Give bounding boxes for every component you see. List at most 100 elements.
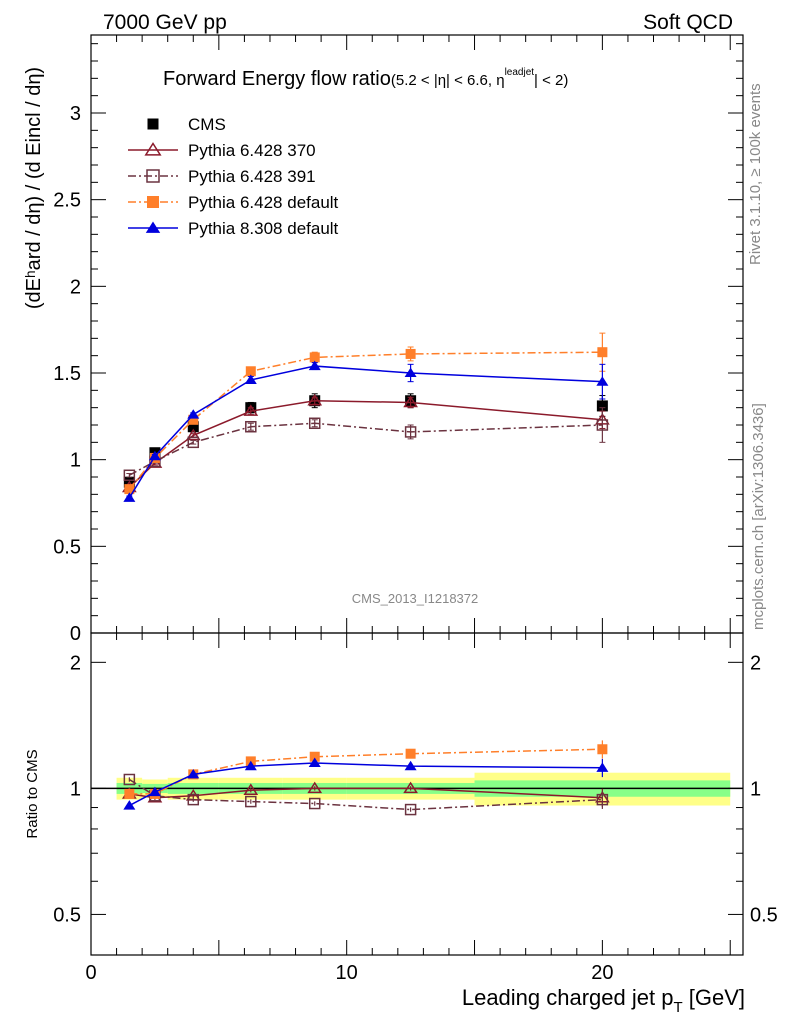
ratio-point [596,762,609,772]
ratio-y-tick-label: 1 [70,778,81,800]
y-tick-label: 2.5 [53,190,81,212]
ratio-y-axis-label: Ratio to CMS [24,749,41,838]
legend-label: Pythia 6.428 default [188,193,339,212]
rivet-label: Rivet 3.1.10, ≥ 100k events [747,83,764,265]
series-pythia-6-428-370 [121,393,610,493]
data-point [124,484,135,495]
process-label: Soft QCD [643,11,733,34]
legend-marker [145,221,161,233]
data-point [596,419,609,431]
x-axis-label: Leading charged jet p [462,985,674,1010]
ratio-point [123,773,136,786]
data-point [244,374,257,384]
x-axis-label-end: [GeV] [683,985,745,1010]
data-point [308,360,321,371]
legend-marker [144,142,162,156]
data-point [123,492,136,502]
ratio-point [309,751,320,762]
x-tick-label: 20 [591,962,613,984]
data-point [148,450,161,461]
ratio-point [123,800,136,810]
ratio-y-tick-label: 2 [70,652,81,674]
ratio-point [597,744,608,755]
legend-item: Pythia 6.428 391 [128,167,316,186]
svg-text:Forward Energy flow ratio(5.2: Forward Energy flow ratio(5.2 < |η| < 6.… [163,67,568,90]
legend-marker [147,118,159,130]
data-point [596,400,608,412]
data-point [404,426,417,438]
data-point [597,347,608,358]
legend-label: CMS [188,115,226,134]
mcplots-label: mcplots.cern.ch [arXiv:1306.3436] [750,403,767,630]
x-axis-label-sub: T [673,999,682,1016]
data-point [187,421,199,433]
y-tick-label: 2 [70,276,81,298]
y-tick-label: 3 [70,103,81,125]
ratio-y-tick-label-right: 0.5 [750,904,778,926]
series-pythia-8-308-default [123,360,609,502]
data-point [307,393,323,406]
chart-title-range: (5.2 < |η| < 6.6, η [391,72,505,89]
ratio-frame [90,632,744,956]
ratio-pythia-8-308-default [123,757,609,810]
legend-label: Pythia 8.308 default [188,219,339,238]
legend-label: Pythia 6.428 391 [188,167,316,186]
ratio-series-layer [121,740,610,816]
data-point [185,428,201,441]
svg-text:Leading charged jet pT [GeV]: Leading charged jet pT [GeV] [462,985,745,1016]
ratio-point [596,793,609,806]
ratio-point [308,797,321,810]
legend: CMS Pythia 6.428 370 Pythia 6.428 391 Pythi… [128,115,339,238]
main-y-axis-label: (dEʰard / dη) / (d Eincl / dη) [23,67,45,309]
analysis-watermark: CMS_2013_I1218372 [352,591,479,606]
y-tick-label: 1.5 [53,363,81,385]
ratio-point [308,757,321,768]
ratio-y-tick-label: 0.5 [53,904,81,926]
ratio-point [404,803,417,816]
legend-item: Pythia 6.428 370 [128,141,316,160]
data-point [245,366,256,377]
x-tick-label: 0 [85,962,96,984]
ratio-point [187,793,200,806]
legend-item: Pythia 8.308 default [128,219,339,238]
data-point [187,409,200,419]
data-point [596,376,609,386]
legend-marker [147,196,159,208]
ratio-panel: 0.5 0.51 12 20 10 20 Ratio to CMS Leading cha… [24,632,778,1016]
data-point [403,395,418,408]
series-pythia-6-428-default [124,332,608,495]
series-line [128,351,603,490]
ratio-point [405,748,416,759]
ratio-point [404,760,417,771]
data-point [308,417,321,430]
ratio-point [187,768,200,779]
data-point [309,352,320,363]
legend-item: CMS [147,115,226,134]
main-series-layer [121,332,610,502]
series-line [128,422,603,476]
collision-label: 7000 GeV pp [103,11,227,34]
data-point [188,414,199,425]
ratio-point [307,781,323,794]
legend-item: Pythia 6.428 default [128,193,339,212]
y-tick-label: 0 [70,623,81,645]
y-tick-label: 0.5 [53,536,81,558]
ratio-point [148,786,161,797]
legend-label: Pythia 6.428 370 [188,141,316,160]
y-tick-label: 1 [70,450,81,472]
ratio-y-tick-label-right: 1 [750,778,761,800]
data-point [405,348,416,359]
x-tick-label: 10 [336,962,358,984]
chart-title-sup: leadjet [505,67,535,78]
ratio-point [243,783,259,796]
chart-title-end: | < 2) [534,72,568,89]
chart-title: Forward Energy flow ratio [163,68,391,90]
data-point [243,404,259,416]
data-point [123,469,136,482]
data-point [187,436,200,449]
ratio-point [244,760,257,771]
data-point [404,367,417,378]
data-point [245,420,257,433]
ratio-y-tick-label-right: 2 [750,652,761,674]
